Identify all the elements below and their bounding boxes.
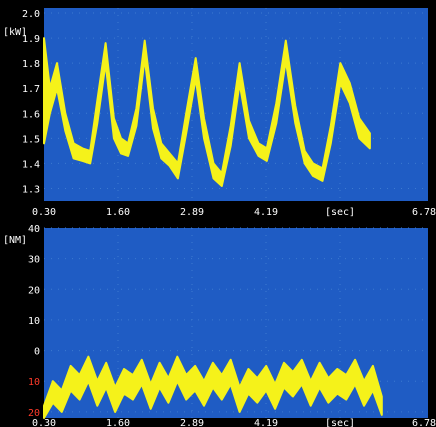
power-y-tick-label: 1.4 (22, 159, 40, 170)
power-series (43, 37, 371, 187)
torque-y-tick-label: 0 (34, 347, 40, 358)
power-chart: [kW] 2.0 1.9 1.8 1.7 1.6 1.5 1.4 1.3 0.30 1.60 2.… (3, 8, 436, 218)
power-x-tick-label: 1.60 (106, 207, 130, 218)
torque-x-tick-label: 2.89 (180, 418, 204, 427)
power-y-tick-label: 1.7 (22, 84, 40, 95)
torque-x-tick-label: 1.60 (106, 418, 130, 427)
power-series-band (43, 37, 371, 187)
torque-x-tick-label: 6.78 (412, 418, 436, 427)
torque-y-tick-label: 30 (28, 255, 40, 266)
power-x-tick-label: 6.78 (412, 207, 436, 218)
power-y-tick-label: 1.3 (22, 184, 40, 195)
torque-y-tick-label: 20 (28, 285, 40, 296)
power-y-tick-label: 1.8 (22, 59, 40, 70)
power-unit-label: [kW] (3, 27, 27, 38)
torque-y-ticks: 40 30 20 10 0 10 20 (28, 224, 40, 419)
power-y-tick-label: 2.0 (22, 9, 40, 20)
torque-x-ticks: 0.30 1.60 2.89 4.19 [sec] 6.78 (32, 418, 436, 427)
torque-chart: [NM] 40 30 20 10 0 10 20 0.30 1.60 2.89 4.19 [sec]… (3, 224, 436, 427)
power-y-ticks: 2.0 1.9 1.8 1.7 1.6 1.5 1.4 1.3 (22, 9, 40, 195)
torque-y-tick-label: 20 (28, 408, 40, 419)
torque-series (43, 355, 383, 419)
power-y-tick-label: 1.9 (22, 34, 40, 45)
torque-x-tick-label: [sec] (325, 418, 355, 427)
power-x-tick-label: 2.89 (180, 207, 204, 218)
torque-x-tick-label: 0.30 (32, 418, 56, 427)
power-y-tick-label: 1.6 (22, 109, 40, 120)
torque-y-tick-label: 10 (28, 377, 40, 388)
power-x-tick-label: 0.30 (32, 207, 56, 218)
power-x-tick-label: 4.19 (254, 207, 278, 218)
power-y-tick-label: 1.5 (22, 134, 40, 145)
torque-x-tick-label: 4.19 (254, 418, 278, 427)
torque-y-tick-label: 40 (28, 224, 40, 235)
torque-unit-label: [NM] (3, 235, 27, 246)
power-x-tick-label: [sec] (325, 207, 355, 218)
torque-y-tick-label: 10 (28, 316, 40, 327)
torque-series-band (43, 355, 383, 419)
power-x-ticks: 0.30 1.60 2.89 4.19 [sec] 6.78 (32, 207, 436, 218)
